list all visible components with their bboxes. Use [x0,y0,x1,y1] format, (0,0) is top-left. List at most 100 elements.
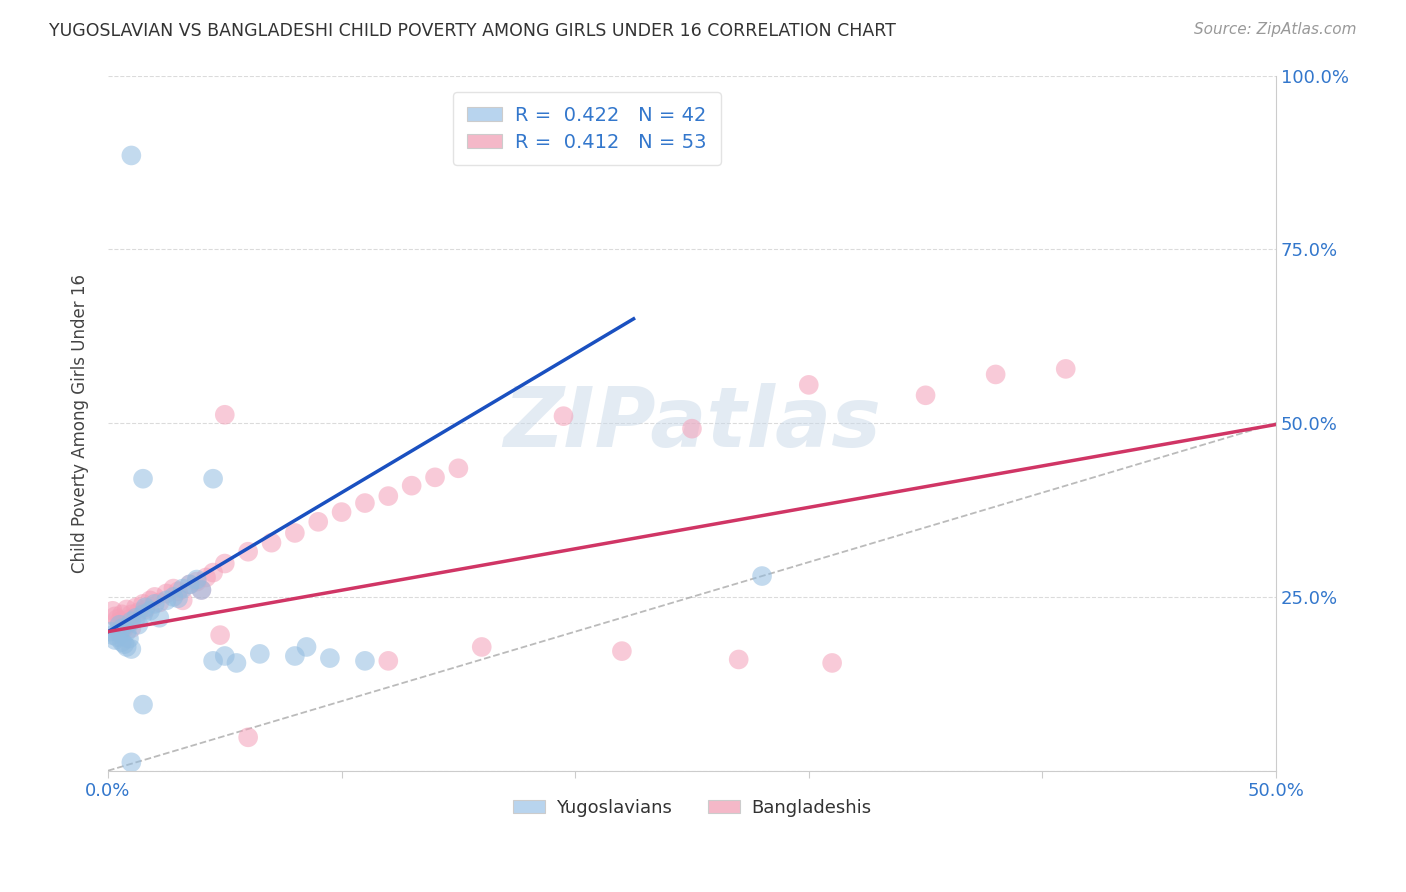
Point [354,654,377,668]
Point [148,611,170,625]
Point [143,590,166,604]
Point [111,621,134,635]
Point [167,584,190,599]
Point [115,624,138,639]
Point [172,582,194,596]
Point [139,604,162,618]
Point [139,593,162,607]
Point [155,593,177,607]
Point [108,614,131,628]
Point [118,632,141,646]
Point [225,656,247,670]
Point [195,570,218,584]
Point [214,557,236,571]
Point [104,609,127,624]
Point [214,648,236,663]
Point [284,525,307,540]
Point [162,582,184,596]
Point [115,602,138,616]
Point [104,632,127,647]
Point [260,535,283,549]
Point [214,408,236,422]
Point [423,470,446,484]
Point [319,651,342,665]
Point [330,505,353,519]
Point [797,377,820,392]
Point [179,577,201,591]
Point [112,621,135,635]
Point [186,574,208,589]
Legend: Yugoslavians, Bangladeshis: Yugoslavians, Bangladeshis [505,792,879,824]
Point [610,644,633,658]
Point [111,607,134,622]
Point [105,612,128,626]
Point [914,388,936,402]
Point [143,597,166,611]
Point [727,652,749,666]
Point [307,515,329,529]
Point [1054,362,1077,376]
Y-axis label: Child Poverty Among Girls Under 16: Child Poverty Among Girls Under 16 [72,274,89,573]
Point [101,604,124,618]
Point [821,656,844,670]
Point [471,640,494,654]
Text: ZIPatlas: ZIPatlas [503,383,882,464]
Point [284,648,307,663]
Point [127,605,149,619]
Point [155,586,177,600]
Point [162,590,184,604]
Point [101,628,124,642]
Point [132,597,155,611]
Point [553,409,575,424]
Point [118,612,141,626]
Point [115,617,138,632]
Point [111,617,134,632]
Point [120,614,142,628]
Point [209,628,232,642]
Point [120,621,142,635]
Point [447,461,470,475]
Point [108,626,131,640]
Point [401,478,423,492]
Point [984,368,1007,382]
Point [105,630,128,644]
Point [249,647,271,661]
Point [190,582,212,597]
Point [132,607,155,622]
Point [186,573,208,587]
Point [377,489,399,503]
Point [179,577,201,591]
Point [125,600,148,615]
Point [751,569,773,583]
Point [120,642,142,657]
Point [172,593,194,607]
Point [134,600,156,615]
Point [120,756,142,770]
Point [190,582,212,597]
Point [111,635,134,649]
Point [112,637,135,651]
Point [132,472,155,486]
Point [148,595,170,609]
Point [681,422,703,436]
Point [134,602,156,616]
Point [295,640,318,654]
Point [167,591,190,606]
Point [132,698,155,712]
Point [202,654,225,668]
Point [115,640,138,654]
Point [236,731,259,745]
Text: YUGOSLAVIAN VS BANGLADESHI CHILD POVERTY AMONG GIRLS UNDER 16 CORRELATION CHART: YUGOSLAVIAN VS BANGLADESHI CHILD POVERTY… [49,22,896,40]
Point [98,624,121,639]
Point [120,148,142,162]
Point [127,617,149,632]
Point [120,607,142,622]
Point [354,496,377,510]
Point [236,545,259,559]
Point [108,617,131,632]
Point [202,472,225,486]
Point [202,566,225,580]
Point [125,611,148,625]
Point [377,654,399,668]
Text: Source: ZipAtlas.com: Source: ZipAtlas.com [1194,22,1357,37]
